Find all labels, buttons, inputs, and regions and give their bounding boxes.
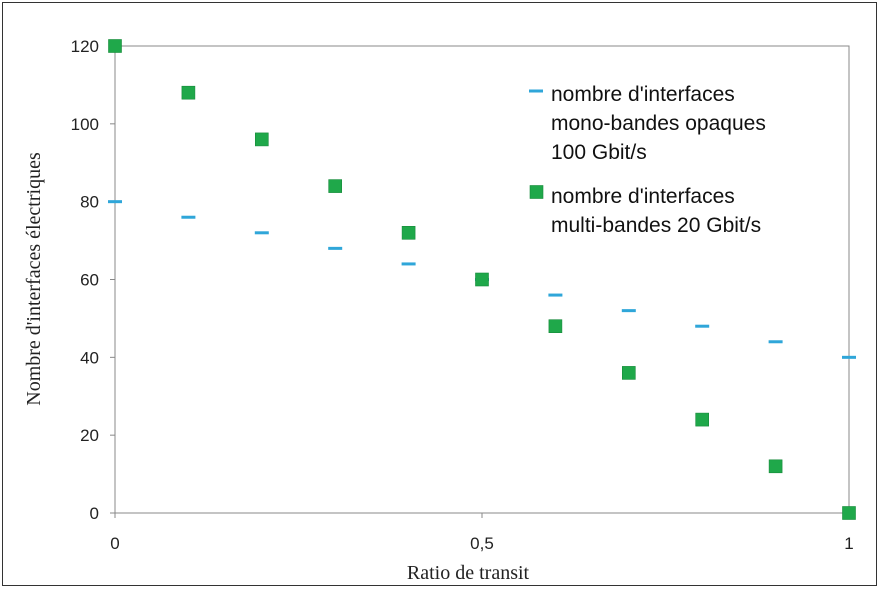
y-tick-label: 20 — [80, 426, 99, 445]
point-multi-bandes — [108, 39, 122, 53]
point-multi-bandes — [401, 226, 416, 240]
legend-label: 100 Gbit/s — [551, 141, 647, 164]
legend-label: multi-bandes 20 Gbit/s — [551, 214, 761, 237]
point-multi-bandes — [768, 459, 783, 474]
legend-label: nombre d'interfaces — [551, 83, 735, 106]
point-mono-bandes — [401, 262, 416, 266]
legend: nombre d'interfaces mono-bandes opaques 10… — [529, 83, 766, 237]
point-mono-bandes — [695, 324, 710, 328]
y-axis-title: Nombre d'interfaces électriques — [23, 152, 45, 406]
legend-marker-mono-bandes — [529, 89, 543, 93]
x-axis-title: Ratio de transit — [407, 562, 530, 584]
point-multi-bandes — [181, 85, 196, 100]
point-multi-bandes — [475, 272, 489, 287]
y-axis-ticks: 0 20 40 60 80 100 120 — [71, 37, 115, 523]
point-mono-bandes — [254, 231, 269, 235]
y-tick-label: 40 — [80, 348, 99, 367]
point-mono-bandes — [621, 309, 636, 313]
point-multi-bandes — [621, 366, 636, 380]
legend-marker-multi-bandes — [529, 185, 544, 199]
x-axis-ticks: 0 0,5 1 — [110, 513, 854, 553]
point-mono-bandes — [842, 355, 856, 359]
y-tick-label: 80 — [80, 193, 99, 212]
point-mono-bandes — [548, 293, 563, 297]
point-mono-bandes — [328, 246, 343, 250]
point-multi-bandes — [695, 412, 710, 427]
point-multi-bandes — [255, 132, 269, 147]
series-marks — [108, 39, 856, 520]
legend-label: nombre d'interfaces — [551, 185, 735, 208]
y-tick-label: 0 — [90, 504, 99, 523]
x-tick-label: 1 — [844, 534, 853, 553]
point-mono-bandes — [768, 340, 783, 344]
point-multi-bandes — [842, 506, 856, 520]
y-tick-label: 100 — [71, 115, 99, 134]
point-multi-bandes — [548, 319, 563, 334]
x-tick-label: 0 — [110, 534, 119, 553]
y-tick-label: 120 — [71, 37, 99, 56]
y-tick-label: 60 — [80, 271, 99, 290]
x-tick-label: 0,5 — [470, 534, 494, 553]
point-mono-bandes — [181, 215, 196, 219]
legend-label: mono-bandes opaques — [551, 112, 766, 135]
point-multi-bandes — [328, 179, 343, 193]
point-mono-bandes — [108, 200, 122, 204]
